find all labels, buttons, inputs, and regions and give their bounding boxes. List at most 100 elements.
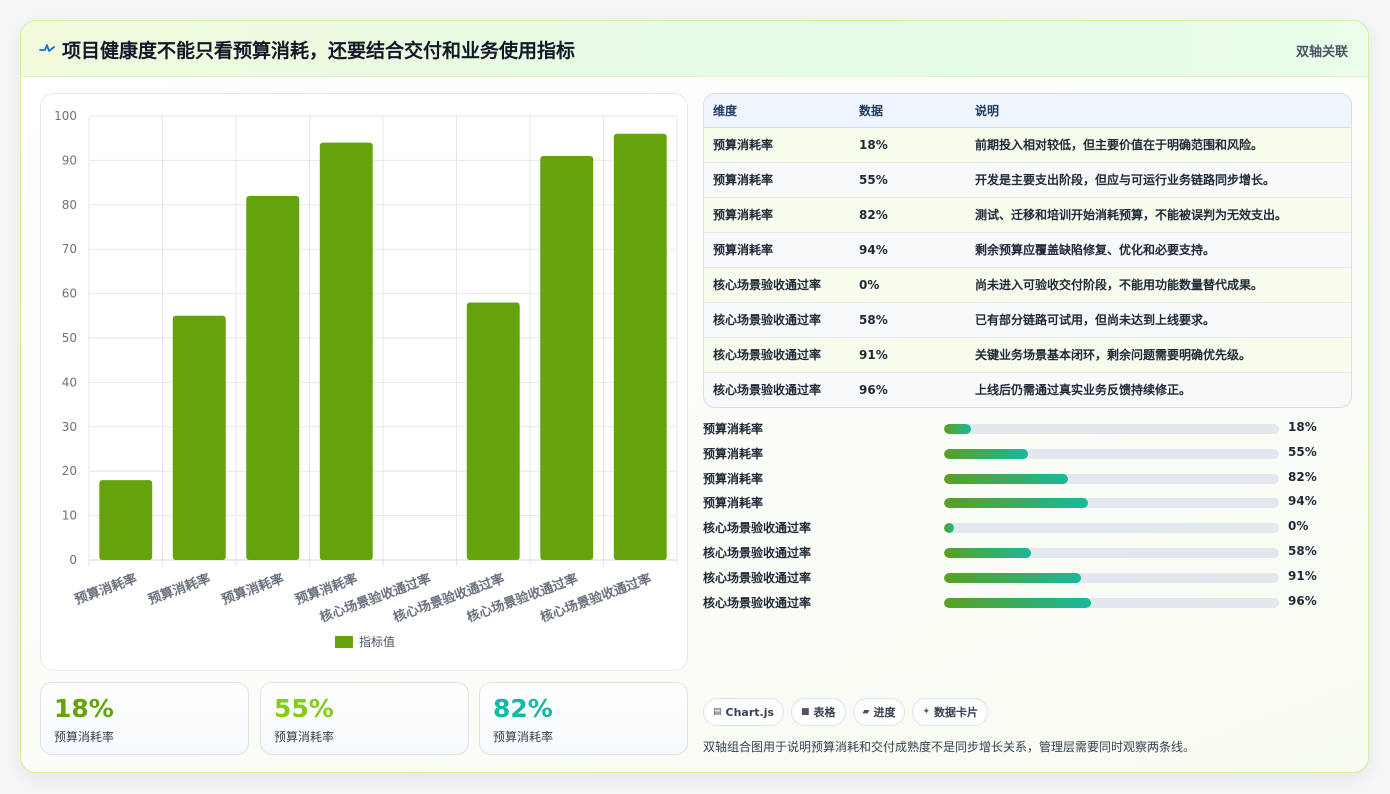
chart-icon: ▤ (713, 707, 722, 717)
kpi-value: 82% (493, 694, 553, 723)
table-row: 预算消耗率 55% 开发是主要支出阶段，但应与可运行业务链路同步增长。 (704, 162, 1351, 198)
kpi-label: 预算消耗率 (274, 730, 335, 744)
progress-label: 预算消耗率 (703, 471, 764, 486)
cell-dimension: 核心场景验收通过率 (704, 267, 859, 303)
cell-dimension: 核心场景验收通过率 (704, 372, 859, 407)
bar (466, 302, 520, 560)
chip-sparkle[interactable]: ✦ 数据卡片 (912, 698, 989, 726)
bar (246, 195, 300, 561)
progress-icon: ▰ (862, 707, 870, 717)
table-header-row: 维度 数据 说明 (704, 94, 1351, 128)
y-tick-label: 80 (62, 198, 77, 212)
x-tick-label: 预算消耗率 (220, 571, 287, 608)
table-row: 预算消耗率 18% 前期投入相对较低，但主要价值在于明确范围和风险。 (704, 127, 1351, 163)
cell-description: 已有部分链路可试用，但尚未达到上线要求。 (975, 302, 1351, 338)
y-tick-label: 0 (69, 553, 77, 567)
y-tick-label: 40 (62, 375, 77, 389)
progress-label: 预算消耗率 (703, 496, 764, 511)
progress-row: 核心场景验收通过率 58% (703, 541, 1352, 566)
progress-row: 核心场景验收通过率 0% (703, 516, 1352, 541)
chip-table[interactable]: ■ 表格 (791, 698, 846, 726)
footnote: 双轴组合图用于说明预算消耗和交付成熟度不是同步增长关系，管理层需要同时观察两条线… (703, 740, 1196, 754)
progress-value: 94% (1288, 494, 1317, 509)
y-tick-label: 90 (62, 153, 77, 167)
progress-value: 58% (1288, 543, 1317, 558)
chip-label: 表格 (813, 706, 836, 719)
cell-value: 94% (859, 232, 975, 268)
progress-value: 0% (1288, 519, 1309, 534)
table-row: 核心场景验收通过率 0% 尚未进入可验收交付阶段，不能用功能数量替代成果。 (704, 267, 1351, 303)
card-header: 项目健康度不能只看预算消耗，还要结合交付和业务使用指标 双轴关联 (21, 21, 1368, 77)
chip-chart[interactable]: ▤ Chart.js (703, 698, 785, 726)
progress-row: 预算消耗率 18% (703, 417, 1352, 442)
progress-value: 55% (1288, 444, 1317, 459)
column-header: 数据 (859, 94, 975, 128)
cell-dimension: 预算消耗率 (704, 162, 859, 198)
progress-value: 82% (1288, 469, 1317, 484)
progress-row: 预算消耗率 82% (703, 467, 1352, 492)
y-tick-label: 100 (54, 109, 77, 123)
bar (172, 315, 226, 560)
progress-label: 预算消耗率 (703, 446, 764, 461)
progress-track (944, 597, 1279, 608)
dual-axis-tag: 双轴关联 (1295, 45, 1348, 60)
cell-description: 关键业务场景基本闭环，剩余问题需要明确优先级。 (975, 337, 1351, 373)
cell-description: 尚未进入可验收交付阶段，不能用功能数量替代成果。 (975, 267, 1351, 303)
cell-value: 91% (859, 337, 975, 373)
progress-fill (944, 424, 971, 434)
metrics-table: 维度 数据 说明 预算消耗率 18% 前期投入相对较低，但主要价值在于明确范围和风险… (703, 93, 1352, 408)
bar (99, 480, 153, 560)
progress-track (944, 547, 1279, 558)
cell-dimension: 核心场景验收通过率 (704, 337, 859, 373)
cell-value: 18% (859, 127, 975, 163)
cell-description: 剩余预算应覆盖缺陷修复、优化和必要支持。 (975, 232, 1351, 268)
chip-label: 数据卡片 (934, 706, 979, 719)
progress-label: 核心场景验收通过率 (703, 570, 812, 585)
cell-value: 82% (859, 197, 975, 233)
progress-row: 预算消耗率 55% (703, 442, 1352, 467)
bar (613, 133, 667, 560)
x-tick-label: 预算消耗率 (146, 571, 213, 608)
progress-track (944, 572, 1279, 583)
kpi-label: 预算消耗率 (493, 730, 554, 744)
column-header: 维度 (704, 94, 859, 128)
progress-track (944, 448, 1279, 459)
cell-dimension: 预算消耗率 (704, 197, 859, 233)
x-tick-label: 预算消耗率 (73, 571, 140, 608)
progress-track (944, 424, 1279, 434)
cell-value: 55% (859, 162, 975, 198)
kpi-card-3: 82% 预算消耗率 (479, 682, 688, 755)
progress-value: 91% (1288, 568, 1317, 583)
legend-swatch (335, 636, 353, 648)
progress-label: 核心场景验收通过率 (703, 521, 812, 536)
kpi-value: 18% (54, 694, 114, 723)
cell-dimension: 预算消耗率 (704, 232, 859, 268)
progress-track (944, 473, 1279, 484)
progress-row: 核心场景验收通过率 96% (703, 591, 1352, 616)
dashboard-card: 项目健康度不能只看预算消耗，还要结合交付和业务使用指标 双轴关联 0 10 20 30… (20, 20, 1369, 773)
y-tick-label: 50 (62, 331, 77, 345)
y-tick-label: 30 (62, 420, 77, 434)
y-tick-label: 60 (62, 287, 77, 301)
kpi-card-1: 18% 预算消耗率 (40, 682, 249, 755)
column-header: 说明 (975, 94, 1351, 128)
table-row: 核心场景验收通过率 91% 关键业务场景基本闭环，剩余问题需要明确优先级。 (704, 337, 1351, 373)
progress-label: 预算消耗率 (703, 422, 764, 436)
cell-description: 测试、迁移和培训开始消耗预算，不能被误判为无效支出。 (975, 197, 1351, 233)
progress-fill (944, 572, 1082, 583)
cell-description: 前期投入相对较低，但主要价值在于明确范围和风险。 (975, 127, 1351, 163)
chip-label: Chart.js (725, 705, 775, 719)
pulse-icon (39, 44, 55, 52)
cell-description: 上线后仍需通过真实业务反馈持续修正。 (975, 372, 1351, 407)
y-tick-label: 10 (62, 509, 77, 523)
sparkle-icon: ✦ (922, 707, 931, 717)
progress-value: 18% (1288, 420, 1317, 434)
cell-value: 58% (859, 302, 975, 338)
progress-row: 预算消耗率 94% (703, 491, 1352, 516)
kpi-value: 55% (274, 694, 334, 723)
progress-track (944, 523, 1279, 534)
progress-row: 核心场景验收通过率 91% (703, 566, 1352, 591)
legend-label: 指标值 (359, 634, 395, 649)
chip-progress[interactable]: ▰ 进度 (852, 698, 906, 726)
